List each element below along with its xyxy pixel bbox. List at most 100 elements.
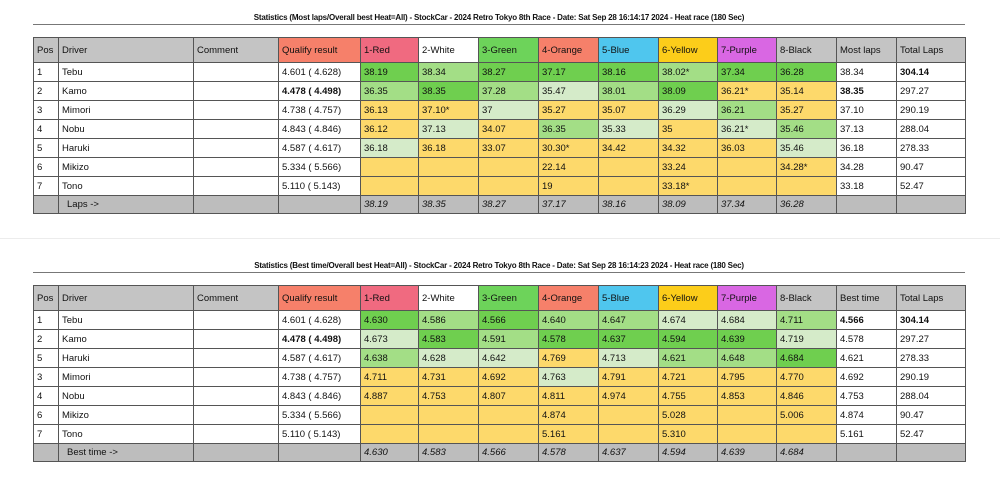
column-header-5-blue: 5-Blue — [598, 285, 659, 311]
table-row: 3 Mimori 4.738 ( 4.757) 36.13 37.10* 37 35.27 3… — [33, 100, 966, 120]
lane-cell: 37.17 — [538, 62, 599, 82]
footer-blank — [193, 443, 279, 462]
lane-cell — [598, 405, 659, 425]
comment-cell — [193, 81, 279, 101]
lane-cell: 4.638 — [360, 348, 419, 368]
lane-cell — [598, 424, 659, 444]
lane-cell: 4.642 — [478, 348, 539, 368]
lane-cell — [360, 176, 419, 196]
footer-best-cell: 38.09 — [658, 195, 718, 214]
lane-cell: 33.24 — [658, 157, 718, 177]
best-cell: 33.18 — [836, 176, 897, 196]
column-header-4-orange: 4-Orange — [538, 37, 599, 63]
lane-cell — [418, 424, 479, 444]
lane-cell: 4.684 — [717, 310, 777, 330]
lane-cell — [478, 405, 539, 425]
column-header-5-blue: 5-Blue — [598, 37, 659, 63]
report-title: Statistics (Best time/Overall best Heat=… — [254, 261, 744, 270]
lane-cell: 4.770 — [776, 367, 837, 387]
table-row: 4 Nobu 4.843 ( 4.846) 36.12 37.13 34.07 36.35 3… — [33, 119, 966, 139]
lane-cell: 4.591 — [478, 329, 539, 349]
best-cell: 34.28 — [836, 157, 897, 177]
lane-cell: 4.753 — [418, 386, 479, 406]
lane-cell: 37.28 — [478, 81, 539, 101]
best-cell: 4.566 — [836, 310, 897, 330]
best-cell: 5.161 — [836, 424, 897, 444]
lane-cell: 22.14 — [538, 157, 599, 177]
column-header-qualify-result: Qualify result — [278, 285, 361, 311]
qualify-cell: 4.478 ( 4.498) — [278, 81, 361, 101]
lane-cell: 4.874 — [538, 405, 599, 425]
column-header-comment: Comment — [193, 37, 279, 63]
total-laps-cell: 52.47 — [896, 424, 966, 444]
qualify-cell: 4.843 ( 4.846) — [278, 386, 361, 406]
footer-blank — [278, 443, 361, 462]
table-row: 4 Nobu 4.843 ( 4.846) 4.887 4.753 4.807 4.811 4… — [33, 386, 966, 406]
lane-cell: 4.673 — [360, 329, 419, 349]
lane-cell: 4.586 — [418, 310, 479, 330]
lane-cell: 38.35 — [418, 81, 479, 101]
lane-cell: 4.755 — [658, 386, 718, 406]
footer-blank — [896, 195, 966, 214]
column-header-8-black: 8-Black — [776, 37, 837, 63]
driver-cell: Kamo — [58, 329, 194, 349]
qualify-cell: 5.334 ( 5.566) — [278, 157, 361, 177]
lane-cell: 4.853 — [717, 386, 777, 406]
best-cell: 4.753 — [836, 386, 897, 406]
pos-cell: 5 — [33, 348, 59, 368]
total-laps-cell: 290.19 — [896, 100, 966, 120]
lane-cell: 4.583 — [418, 329, 479, 349]
lane-cell: 4.811 — [538, 386, 599, 406]
driver-cell: Nobu — [58, 119, 194, 139]
best-cell: 38.34 — [836, 62, 897, 82]
pos-cell: 7 — [33, 176, 59, 196]
footer-blank — [896, 443, 966, 462]
footer-best-cell: 4.630 — [360, 443, 419, 462]
lane-cell: 35.47 — [538, 81, 599, 101]
footer-best-cell: 4.566 — [478, 443, 539, 462]
footer-best-cell: 4.594 — [658, 443, 718, 462]
lane-cell: 36.13 — [360, 100, 419, 120]
lane-cell: 35.07 — [598, 100, 659, 120]
qualify-cell: 5.334 ( 5.566) — [278, 405, 361, 425]
lane-cell: 34.42 — [598, 138, 659, 158]
footer-blank — [836, 195, 897, 214]
lane-cell: 35.27 — [776, 100, 837, 120]
pos-cell: 3 — [33, 100, 59, 120]
lane-cell: 4.731 — [418, 367, 479, 387]
lane-cell: 36.35 — [538, 119, 599, 139]
total-laps-cell: 288.04 — [896, 119, 966, 139]
title-divider — [33, 24, 965, 25]
pos-cell: 1 — [33, 310, 59, 330]
lane-cell: 5.028 — [658, 405, 718, 425]
most-laps-statistics: Statistics (Most laps/Overall best Heat=… — [33, 12, 966, 214]
lane-cell — [360, 157, 419, 177]
lane-cell: 38.09 — [658, 81, 718, 101]
total-laps-cell: 52.47 — [896, 176, 966, 196]
total-laps-cell: 304.14 — [896, 310, 966, 330]
footer-best-cell: 38.35 — [418, 195, 479, 214]
lane-cell: 38.19 — [360, 62, 419, 82]
footer-best-cell: 38.19 — [360, 195, 419, 214]
column-header-7-purple: 7-Purple — [717, 285, 777, 311]
pos-cell: 6 — [33, 157, 59, 177]
lane-cell: 19 — [538, 176, 599, 196]
header-row: Pos Driver Comment Qualify result 1-Red 2-Whi… — [33, 285, 966, 311]
lane-cell: 4.674 — [658, 310, 718, 330]
lane-cell: 36.03 — [717, 138, 777, 158]
footer-blank — [33, 443, 59, 462]
column-header-3-green: 3-Green — [478, 285, 539, 311]
driver-cell: Tono — [58, 176, 194, 196]
column-header-2-white: 2-White — [418, 285, 479, 311]
driver-cell: Tebu — [58, 62, 194, 82]
lane-cell: 4.566 — [478, 310, 539, 330]
footer-blank — [278, 195, 361, 214]
footer-row: Laps -> 38.19 38.35 38.27 37.17 38.16 38.09 37.… — [33, 195, 966, 214]
lane-cell — [776, 176, 837, 196]
driver-cell: Tono — [58, 424, 194, 444]
lane-cell: 4.640 — [538, 310, 599, 330]
comment-cell — [193, 329, 279, 349]
column-header-best-time: Best time — [836, 285, 897, 311]
table-row: 5 Haruki 4.587 ( 4.617) 4.638 4.628 4.642 4.76… — [33, 348, 966, 368]
lane-cell: 35.46 — [776, 138, 837, 158]
